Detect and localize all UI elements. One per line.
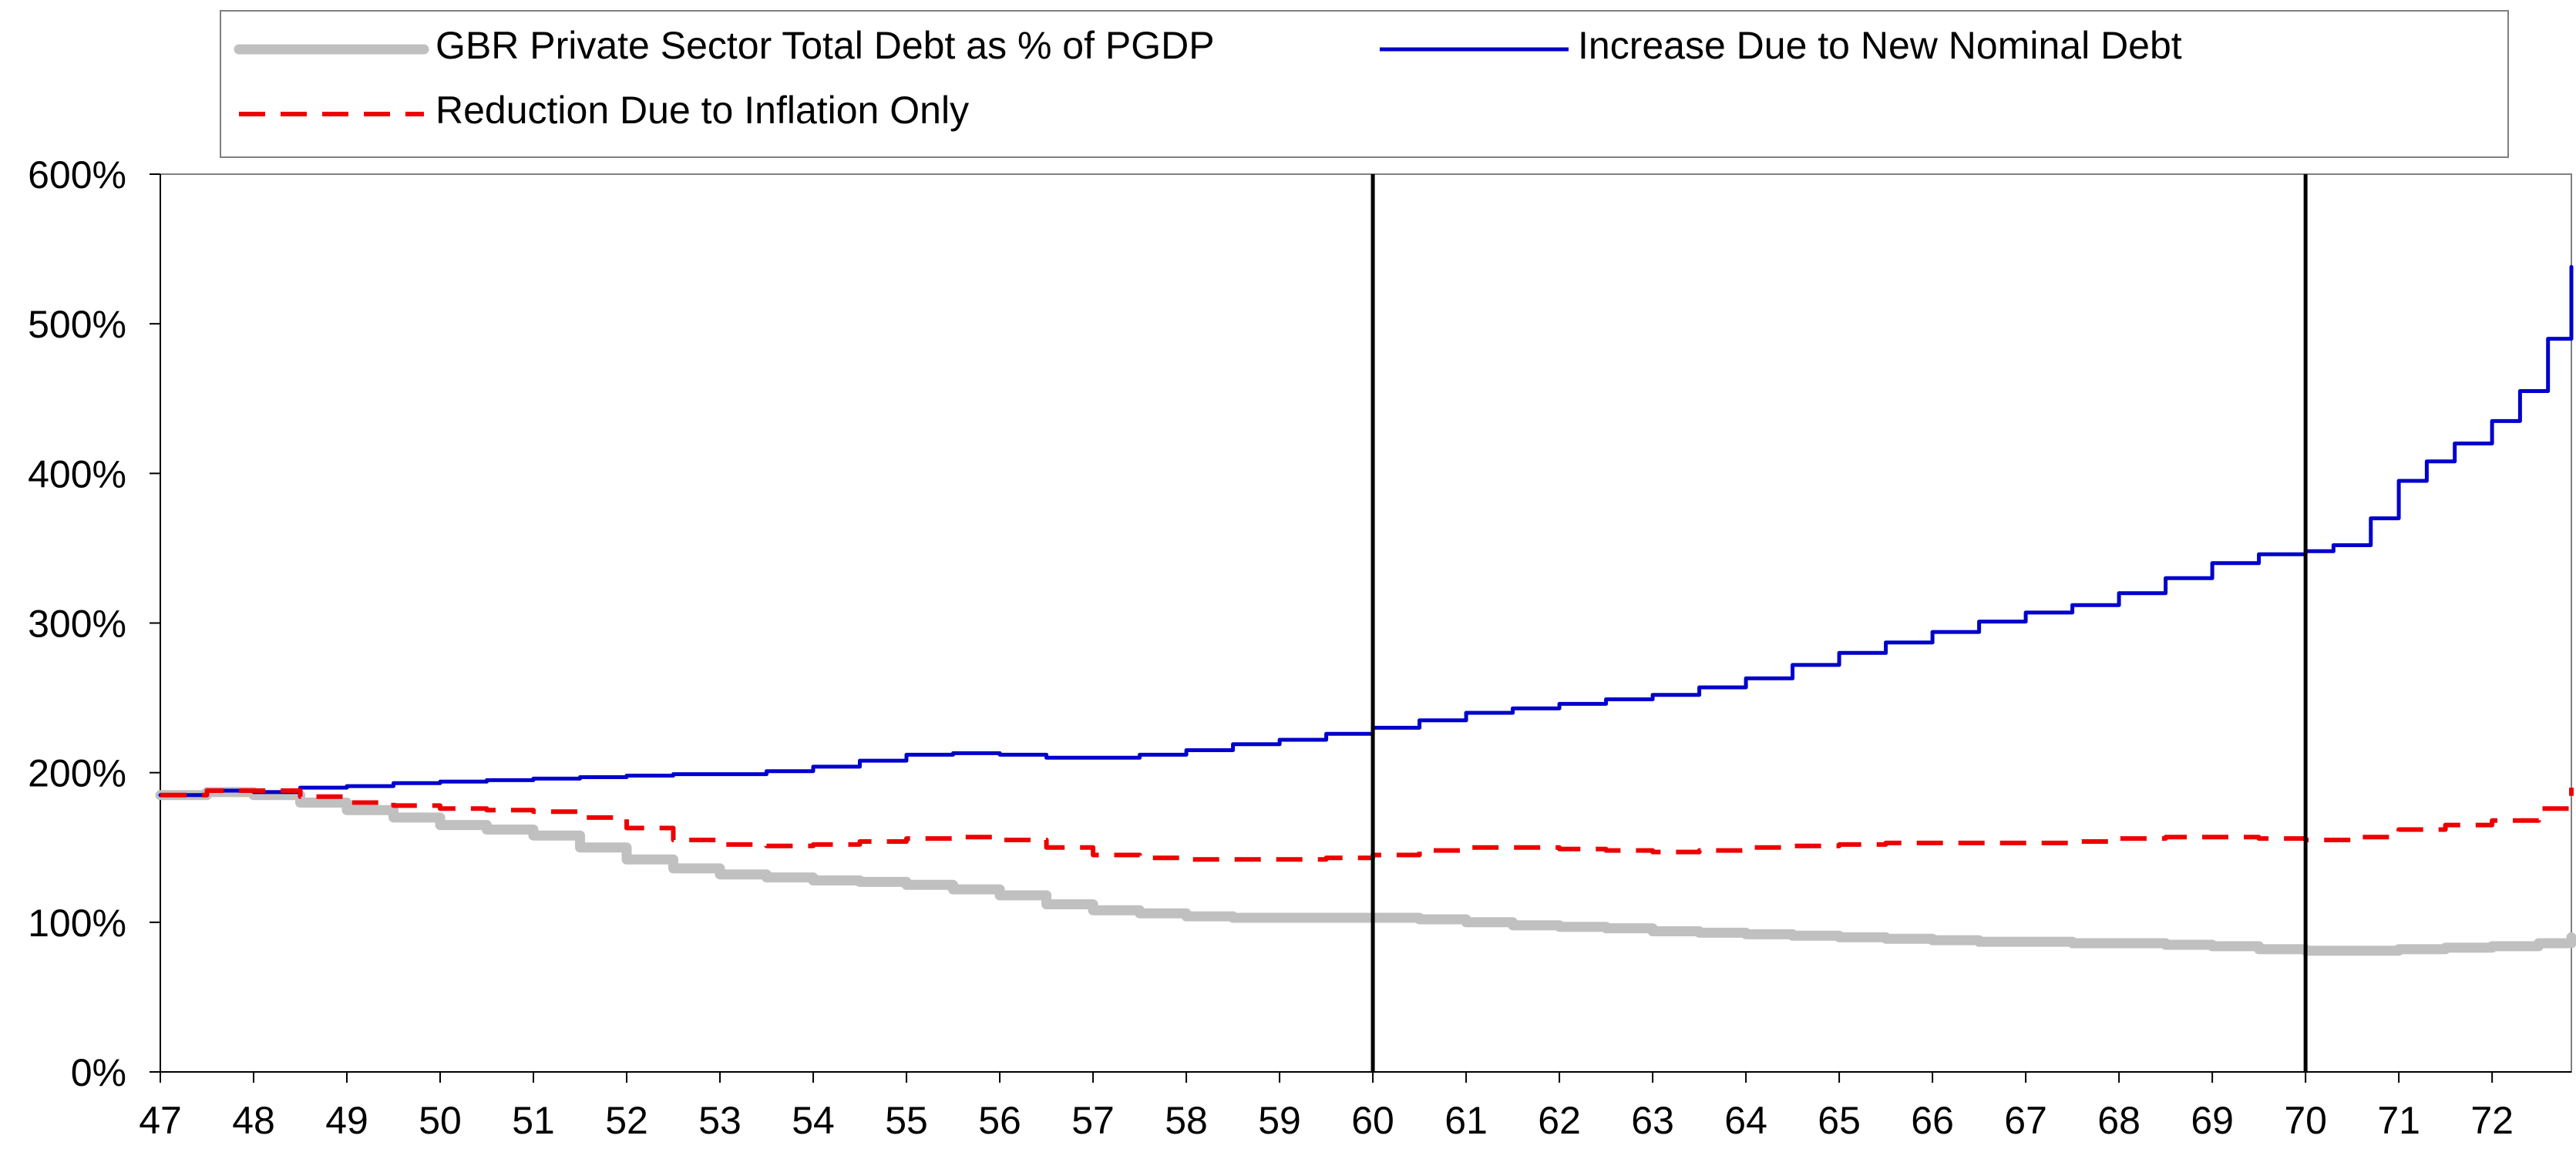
x-tick-label: 53	[698, 1099, 742, 1142]
y-tick-label: 500%	[28, 303, 126, 346]
x-tick-label: 52	[605, 1099, 648, 1142]
legend-box	[220, 10, 2509, 158]
x-tick-label: 71	[2377, 1099, 2420, 1142]
plot-area: 0% 100% 200% 300% 400% 500% 600% 47 48 49 50 51 52 5…	[28, 153, 2576, 1142]
y-tick-label: 100%	[28, 902, 126, 945]
y-tick-label: 200%	[28, 752, 126, 795]
x-tick-label: 62	[1538, 1099, 1581, 1142]
x-tick-label: 69	[2191, 1099, 2234, 1142]
x-tick-label: 64	[1724, 1099, 1767, 1142]
legend-label-series-0: GBR Private Sector Total Debt as % of PG…	[435, 24, 1215, 67]
x-tick-label: 68	[2097, 1099, 2141, 1142]
x-tick-label: 54	[792, 1099, 835, 1142]
legend-label-series-2: Reduction Due to Inflation Only	[435, 89, 969, 132]
x-tick-label: 61	[1444, 1099, 1488, 1142]
y-tick-label: 0%	[71, 1051, 126, 1094]
x-tick-label: 55	[885, 1099, 928, 1142]
y-axis: 0% 100% 200% 300% 400% 500% 600%	[28, 153, 161, 1094]
x-tick-label: 57	[1071, 1099, 1115, 1142]
x-tick-label: 51	[512, 1099, 555, 1142]
x-tick-label: 49	[325, 1099, 368, 1142]
legend-label-series-1: Increase Due to New Nominal Debt	[1578, 24, 2182, 67]
x-tick-label: 63	[1631, 1099, 1674, 1142]
legend: GBR Private Sector Total Debt as % of PG…	[220, 10, 2509, 158]
x-tick-label: 66	[1911, 1099, 1954, 1142]
x-tick-label: 47	[139, 1099, 182, 1142]
vertical-markers	[1370, 174, 2308, 1072]
x-tick-label: 72	[2470, 1099, 2514, 1142]
x-tick-label: 56	[978, 1099, 1021, 1142]
x-tick-label: 48	[232, 1099, 275, 1142]
x-axis: 47 48 49 50 51 52 53 54 55 56 57 58 59 60 61 62 63 64 65 66…	[139, 1071, 2571, 1142]
y-tick-label: 300%	[28, 603, 126, 646]
x-tick-label: 50	[419, 1099, 462, 1142]
x-tick-label: 59	[1258, 1099, 1301, 1142]
x-tick-label: 65	[1818, 1099, 1861, 1142]
y-tick-label: 600%	[28, 153, 126, 197]
y-tick-label: 400%	[28, 452, 126, 496]
x-tick-label: 60	[1351, 1099, 1394, 1142]
x-tick-label: 67	[2004, 1099, 2047, 1142]
x-tick-label: 70	[2284, 1099, 2327, 1142]
x-tick-label: 58	[1165, 1099, 1208, 1142]
